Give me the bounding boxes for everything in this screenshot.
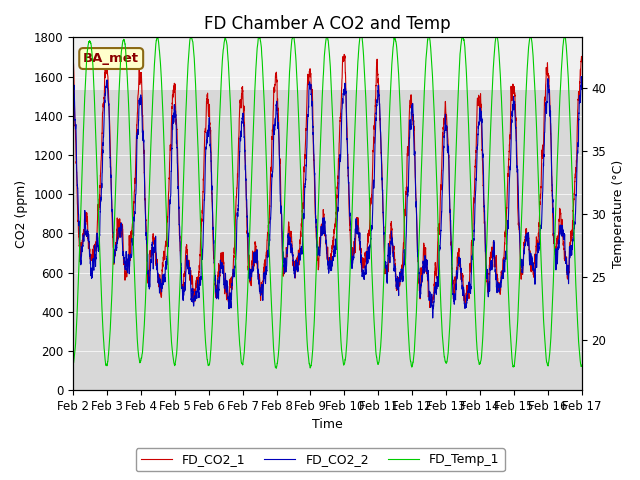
FD_CO2_1 [426, 304, 433, 310]
FD_CO2_1 [69, 52, 77, 58]
FD_CO2_1 [413, 230, 421, 236]
FD_CO2_1 [161, 251, 168, 257]
Y-axis label: CO2 (ppm): CO2 (ppm) [15, 180, 28, 248]
FD_CO2_2 [413, 226, 420, 232]
FD_CO2_2 [442, 116, 449, 122]
FD_CO2_2 [69, 94, 77, 100]
Line: FD_Temp_1: FD_Temp_1 [73, 37, 582, 368]
FD_CO2_2 [577, 75, 585, 81]
FD_Temp_1 [69, 361, 77, 367]
Bar [73, 37, 582, 90]
Line: FD_CO2_2: FD_CO2_2 [73, 76, 582, 318]
FD_CO2_1 [308, 86, 316, 92]
FD_Temp_1 [577, 363, 585, 369]
FD_CO2_2 [577, 73, 585, 79]
FD_Temp_1 [153, 35, 161, 40]
Line: FD_CO2_1: FD_CO2_1 [73, 54, 582, 307]
FD_CO2_1 [577, 56, 585, 62]
FD_CO2_1 [470, 195, 478, 201]
X-axis label: Time: Time [312, 419, 343, 432]
FD_Temp_1 [161, 158, 168, 164]
FD_CO2_1 [340, 51, 348, 57]
FD_CO2_2 [308, 98, 316, 104]
Title: FD Chamber A CO2 and Temp: FD Chamber A CO2 and Temp [204, 15, 451, 33]
FD_CO2_2 [161, 279, 168, 285]
FD_Temp_1 [442, 359, 449, 364]
FD_CO2_1 [578, 58, 586, 63]
FD_Temp_1 [578, 362, 586, 368]
Legend: FD_CO2_1, FD_CO2_2, FD_Temp_1: FD_CO2_1, FD_CO2_2, FD_Temp_1 [136, 448, 504, 471]
FD_Temp_1 [413, 291, 421, 297]
FD_Temp_1 [272, 365, 280, 371]
Text: BA_met: BA_met [83, 52, 140, 65]
FD_CO2_2 [429, 315, 436, 321]
FD_CO2_2 [578, 86, 586, 92]
Y-axis label: Temperature (°C): Temperature (°C) [612, 160, 625, 268]
FD_CO2_2 [470, 235, 478, 240]
FD_Temp_1 [470, 283, 478, 289]
FD_Temp_1 [308, 351, 316, 357]
FD_CO2_1 [442, 99, 449, 105]
